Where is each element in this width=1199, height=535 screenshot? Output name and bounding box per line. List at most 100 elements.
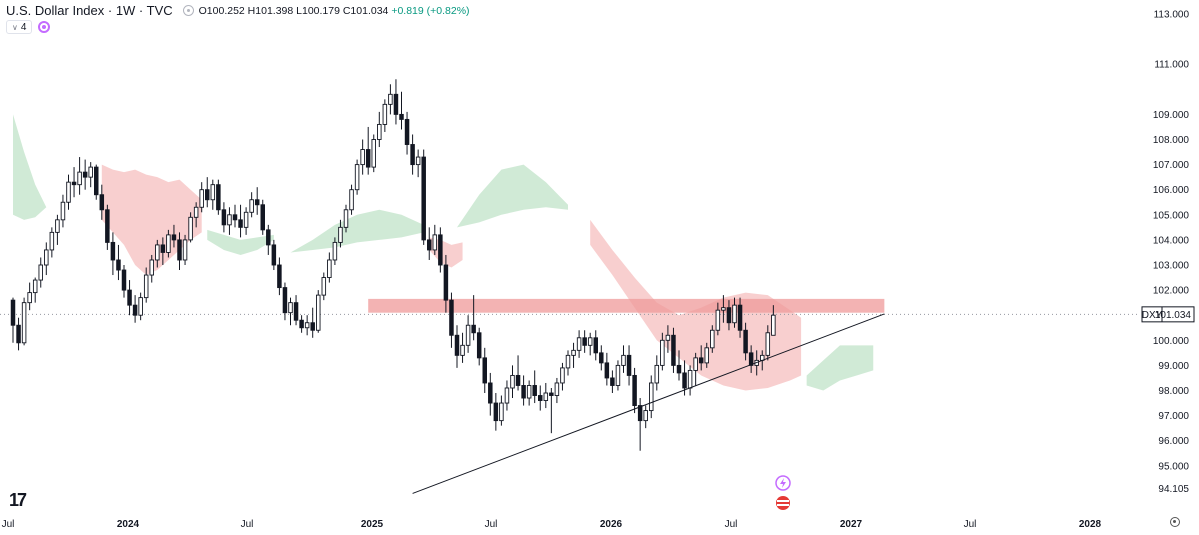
candle xyxy=(732,297,737,328)
candle xyxy=(432,224,438,255)
y-tick-label: 106.000 xyxy=(1153,185,1190,196)
y-tick-label: 98.000 xyxy=(1158,386,1189,397)
candle-body-down xyxy=(626,354,632,376)
candle xyxy=(698,345,704,371)
candle xyxy=(493,393,499,431)
candle-body-down xyxy=(726,307,732,324)
candle-body-up xyxy=(332,241,338,261)
candle-body-up xyxy=(710,329,715,349)
candle-body-down xyxy=(404,118,410,145)
candle-body-up xyxy=(316,294,321,331)
candle xyxy=(721,295,726,323)
candle-body-up xyxy=(149,259,154,276)
candle xyxy=(704,342,710,368)
candle xyxy=(221,202,227,233)
candle xyxy=(105,204,110,250)
candle xyxy=(310,307,315,338)
candle-body-up xyxy=(21,302,27,344)
candle-body-down xyxy=(10,299,16,326)
candle xyxy=(243,207,249,235)
indicator-settings-icon[interactable] xyxy=(38,21,51,33)
candle xyxy=(343,204,349,233)
candle xyxy=(771,305,776,336)
candle xyxy=(388,84,393,115)
candle xyxy=(32,277,38,303)
gear-icon[interactable] xyxy=(1170,517,1180,527)
candle-body-up xyxy=(349,189,354,211)
candle xyxy=(143,267,149,303)
candle xyxy=(193,202,199,228)
candle-body-down xyxy=(132,304,138,316)
candle-body-down xyxy=(71,181,77,186)
candle xyxy=(116,244,121,281)
candle xyxy=(155,239,160,268)
candle-body-down xyxy=(538,395,543,401)
candle xyxy=(188,212,193,243)
candle xyxy=(77,157,82,195)
y-tick-label: 97.000 xyxy=(1158,411,1189,422)
candle-body-up xyxy=(765,332,771,356)
candle xyxy=(82,159,88,190)
x-tick-label: Jul xyxy=(964,519,977,530)
candle xyxy=(610,370,615,394)
candle-body-down xyxy=(593,337,599,354)
candle xyxy=(726,300,732,331)
candle xyxy=(560,362,565,391)
candle-body-up xyxy=(77,171,82,186)
candle xyxy=(138,292,143,321)
candle-body-up xyxy=(565,354,571,369)
candle xyxy=(254,187,260,215)
chevron-down-icon: ∨ xyxy=(12,22,18,32)
y-tick-label: 103.000 xyxy=(1153,261,1190,272)
candle xyxy=(210,179,216,210)
candle xyxy=(710,325,715,353)
candle-body-up xyxy=(227,214,232,226)
candle-body-down xyxy=(282,287,288,314)
ichimoku-cloud-bullish xyxy=(207,229,274,255)
candle-body-up xyxy=(554,382,560,396)
candle-body-down xyxy=(421,156,426,241)
candle xyxy=(93,164,99,200)
candle xyxy=(38,257,44,288)
candle-body-up xyxy=(27,292,32,304)
candle-body-up xyxy=(715,309,721,331)
candle-body-down xyxy=(299,319,304,329)
candle-body-down xyxy=(438,234,443,266)
candle-body-down xyxy=(743,329,748,354)
candle-body-down xyxy=(171,234,177,241)
candle-body-up xyxy=(771,314,776,336)
candle xyxy=(471,295,476,341)
indicators-toggle[interactable]: ∨ 4 xyxy=(6,20,33,34)
y-tick-label: 109.000 xyxy=(1153,110,1190,121)
candle xyxy=(415,149,421,178)
candle xyxy=(327,252,332,283)
candle xyxy=(499,395,504,426)
candle xyxy=(554,377,560,404)
candle-body-up xyxy=(155,244,160,261)
candle-body-up xyxy=(693,357,698,371)
eye-icon[interactable] xyxy=(182,5,194,16)
candle xyxy=(360,139,365,175)
y-tick-label: 96.000 xyxy=(1158,436,1189,447)
candle xyxy=(526,380,532,406)
candle-body-down xyxy=(671,334,676,366)
candle-body-up xyxy=(138,297,143,316)
candle xyxy=(227,207,232,235)
candle xyxy=(49,227,55,258)
symbol-title[interactable]: U.S. Dollar Index · 1W · TVC xyxy=(6,3,173,18)
candle-body-down xyxy=(271,244,277,266)
candle xyxy=(21,297,27,346)
candle xyxy=(182,234,188,265)
candle-body-up xyxy=(732,304,737,324)
indicator-row: ∨ 4 xyxy=(6,20,51,34)
candle-body-down xyxy=(105,209,110,243)
candle-body-down xyxy=(632,374,637,407)
price-change: +0.819 (+0.82%) xyxy=(391,4,470,17)
candle xyxy=(232,204,238,228)
candle xyxy=(60,194,66,228)
candle xyxy=(515,355,521,391)
candle xyxy=(354,159,360,195)
candle-body-down xyxy=(488,382,493,404)
candle-body-down xyxy=(127,289,132,306)
